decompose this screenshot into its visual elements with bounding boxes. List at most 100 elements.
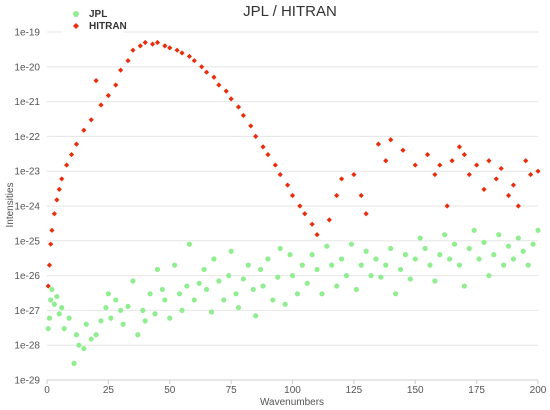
data-point-jpl (437, 252, 443, 258)
data-point-hitran (523, 158, 529, 164)
data-point-jpl (363, 248, 369, 254)
data-point-jpl (476, 256, 482, 262)
data-point-jpl (201, 266, 207, 273)
data-point-jpl (383, 262, 389, 268)
data-point-jpl (125, 303, 131, 310)
data-point-hitran (64, 162, 70, 168)
data-point-hitran (432, 171, 438, 178)
data-point-hitran (289, 192, 296, 199)
data-point-hitran (49, 227, 55, 233)
data-point-hitran (54, 197, 60, 203)
data-point-jpl (270, 297, 276, 303)
legend: JPL HITRAN (62, 5, 127, 35)
data-point-jpl (167, 315, 173, 321)
axes: 1e-19 1e-20 1e-21 1e-22 1e-23 1e-24 1e-25 1e-26… (14, 28, 546, 397)
data-point-jpl (154, 266, 161, 273)
data-point-hitran (174, 47, 180, 53)
data-point-hitran (444, 203, 450, 209)
data-point-jpl (442, 232, 448, 238)
data-point-hitran (162, 43, 168, 49)
y-tick-label: 1e-25 (14, 236, 40, 247)
data-point-hitran (412, 162, 418, 168)
data-point-jpl (447, 256, 453, 262)
y-tick-label: 1e-20 (14, 62, 40, 73)
data-point-hitran (240, 112, 246, 119)
data-point-hitran (498, 165, 504, 172)
y-tick-label: 1e-22 (14, 132, 40, 143)
data-point-jpl (427, 262, 433, 268)
y-tick-label: 1e-27 (14, 306, 40, 317)
data-point-jpl (228, 248, 234, 254)
x-tick-label: 50 (164, 385, 176, 396)
data-point-jpl (388, 245, 394, 252)
data-point-jpl (245, 262, 251, 268)
data-point-jpl (304, 280, 310, 286)
data-point-jpl (93, 332, 99, 338)
x-tick-label: 75 (226, 385, 238, 396)
legend-label-jpl: JPL (89, 9, 107, 20)
data-point-jpl (466, 245, 472, 252)
data-point-jpl (216, 278, 222, 284)
series-jpl (45, 227, 541, 366)
data-point-hitran (528, 171, 534, 178)
data-point-jpl (515, 235, 521, 241)
data-point-hitran (235, 104, 242, 110)
data-point-hitran (314, 232, 320, 238)
data-point-jpl (289, 273, 296, 279)
x-tick-label: 0 (44, 385, 50, 396)
data-point-jpl (56, 311, 62, 317)
data-point-jpl (417, 235, 423, 241)
data-point-jpl (275, 274, 281, 280)
y-tick-label: 1e-29 (14, 376, 40, 387)
data-point-jpl (103, 305, 109, 311)
x-axis-title: Wavenumbers (260, 397, 324, 408)
data-point-hitran (260, 144, 266, 150)
data-point-jpl (208, 309, 215, 315)
data-point-jpl (432, 278, 438, 284)
data-point-hitran (272, 162, 278, 168)
data-point-hitran (284, 182, 291, 188)
data-point-hitran (486, 158, 492, 164)
data-point-jpl (282, 301, 288, 307)
data-point-jpl (486, 273, 492, 279)
data-point-jpl (314, 266, 320, 273)
x-tick-label: 25 (103, 385, 115, 396)
y-tick-label: 1e-23 (14, 167, 40, 178)
legend-box (62, 5, 124, 35)
data-point-jpl (226, 273, 232, 279)
data-point-jpl (98, 318, 104, 324)
x-tick-label: 100 (284, 385, 301, 396)
data-point-hitran (334, 192, 340, 199)
data-point-hitran (48, 241, 54, 247)
data-point-jpl (81, 345, 87, 352)
data-point-jpl (334, 283, 340, 289)
data-point-hitran (515, 203, 521, 209)
data-point-hitran (388, 137, 394, 143)
data-point-hitran (466, 171, 472, 178)
data-point-jpl (118, 307, 124, 313)
data-point-hitran (191, 58, 197, 64)
data-point-jpl (184, 283, 190, 289)
data-point-jpl (159, 286, 165, 293)
data-point-jpl (51, 301, 57, 307)
data-point-hitran (179, 50, 185, 56)
data-point-jpl (113, 297, 119, 303)
data-point-jpl (324, 243, 330, 249)
data-point-jpl (319, 291, 325, 297)
data-point-jpl (59, 305, 65, 311)
data-point-jpl (287, 252, 293, 258)
y-axis-title: Intensities (5, 182, 16, 227)
data-point-jpl (525, 262, 531, 268)
legend-label-hitran: HITRAN (89, 21, 127, 32)
data-point-hitran (98, 102, 104, 108)
data-point-jpl (456, 262, 463, 268)
data-point-hitran (228, 96, 234, 102)
x-tick-label: 200 (530, 385, 547, 396)
data-point-hitran (358, 192, 364, 199)
data-point-hitran (113, 82, 119, 88)
data-point-jpl (535, 227, 541, 233)
data-point-jpl (407, 276, 413, 282)
data-point-hitran (223, 88, 229, 94)
data-point-hitran (46, 262, 53, 268)
